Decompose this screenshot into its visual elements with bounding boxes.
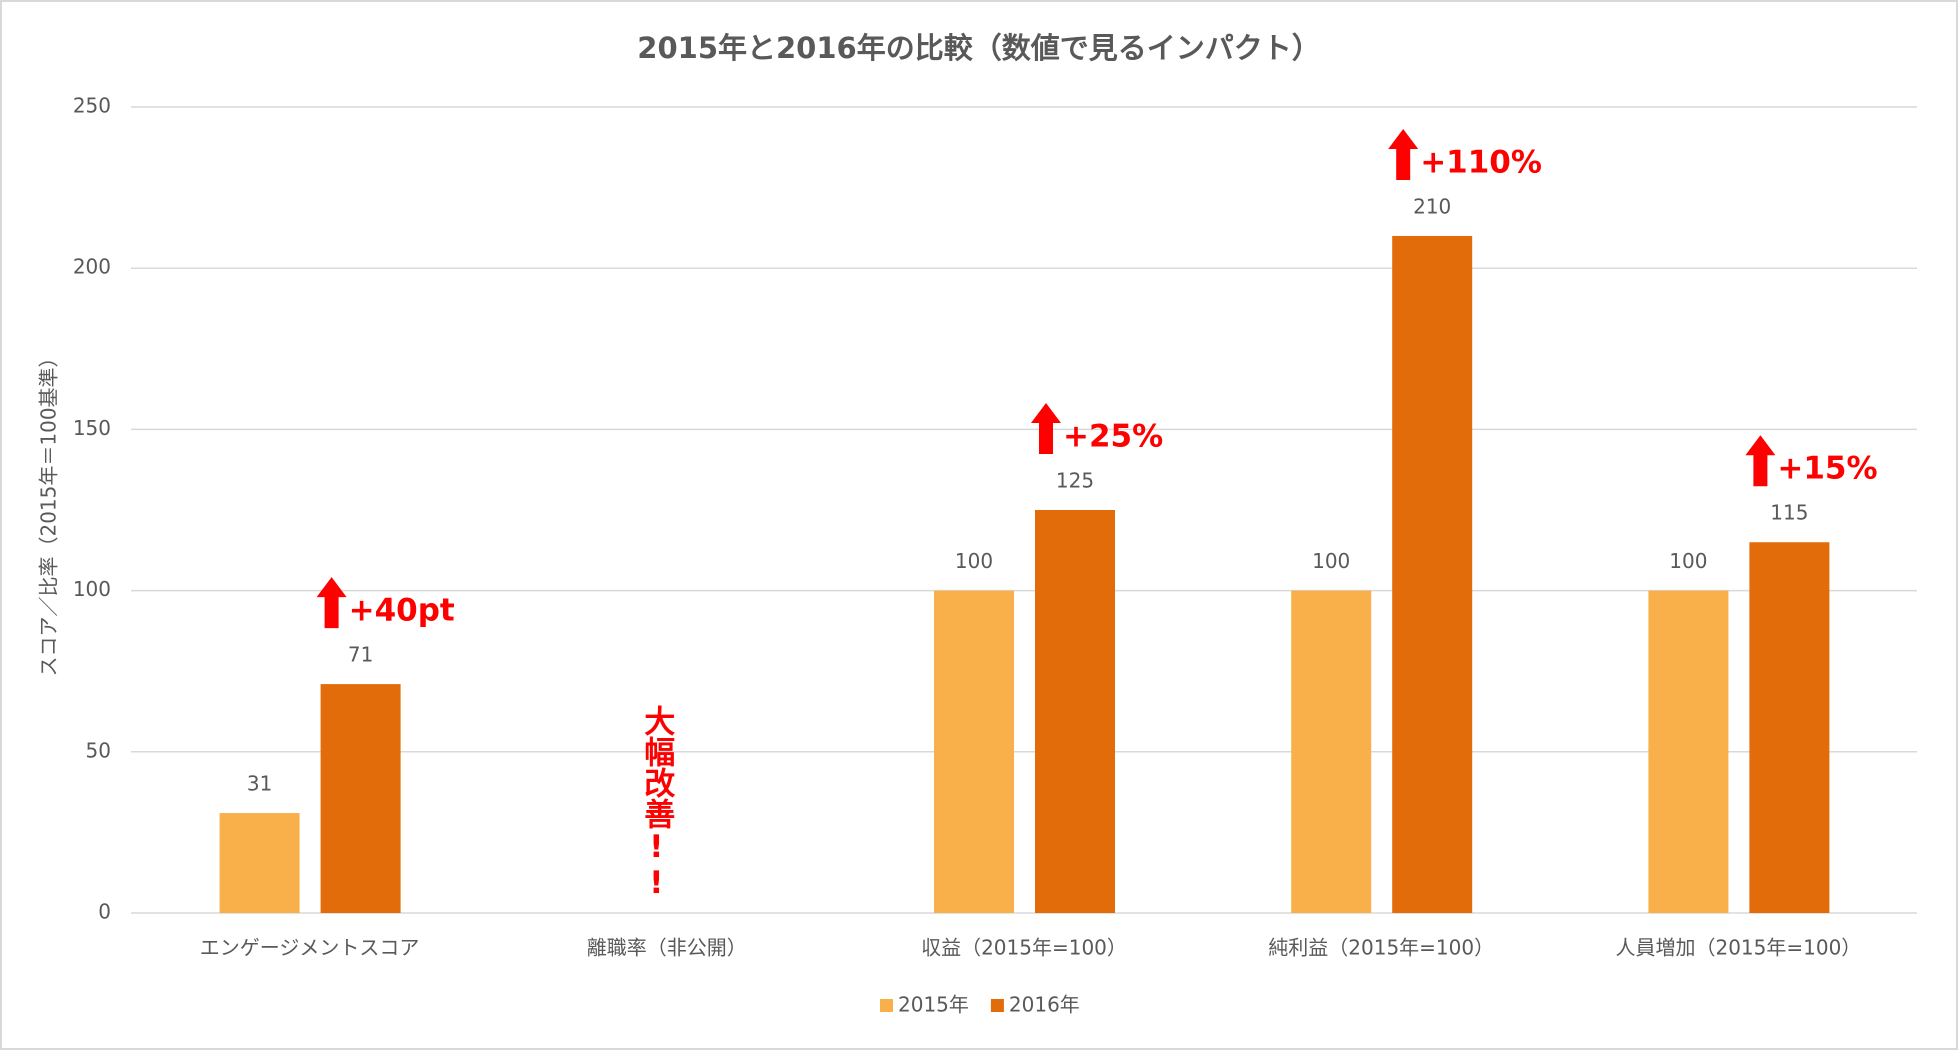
- bar: [1291, 590, 1372, 913]
- value-label: 31: [247, 772, 272, 796]
- bar: [320, 684, 401, 913]
- legend-label: 2015年: [898, 993, 969, 1017]
- legend-label: 2016年: [1009, 993, 1080, 1017]
- annotation: +25%: [1063, 419, 1163, 455]
- x-tick-label: 離職率（非公開）: [587, 936, 747, 960]
- annotation: +110%: [1420, 144, 1542, 180]
- bar: [1392, 235, 1473, 913]
- y-tick-label: 100: [73, 577, 111, 601]
- bar: [1035, 510, 1115, 913]
- y-tick-label: 0: [98, 900, 111, 924]
- y-tick-label: 150: [73, 416, 111, 440]
- value-label: 125: [1056, 469, 1094, 493]
- value-label: 71: [348, 643, 373, 667]
- y-tick-label: 200: [73, 255, 111, 279]
- annotation-arrow: [1745, 435, 1776, 487]
- value-label: 210: [1413, 194, 1451, 218]
- x-tick-label: エンゲージメントスコア: [200, 936, 420, 960]
- y-tick-label: 50: [86, 738, 111, 762]
- bar: [1648, 590, 1729, 913]
- annotation-arrow: [1031, 403, 1061, 454]
- value-label: 100: [1669, 549, 1707, 573]
- bar: [219, 813, 300, 913]
- value-label: 115: [1770, 501, 1808, 525]
- annotation-arrow: [1388, 128, 1419, 180]
- annotation-arrow: [316, 577, 347, 629]
- annotation: 大幅改善!!: [638, 705, 675, 901]
- y-tick-label: 250: [73, 94, 111, 118]
- bar: [934, 590, 1014, 913]
- legend-swatch: [990, 999, 1004, 1012]
- x-tick-label: 収益（2015年=100）: [921, 936, 1127, 960]
- x-tick-label: 純利益（2015年=100）: [1268, 936, 1494, 960]
- bar: [1749, 542, 1830, 913]
- legend-swatch: [880, 999, 893, 1012]
- chart-title: 2015年と2016年の比較（数値で見るインパクト）: [637, 31, 1320, 65]
- x-tick-label: 人員増加（2015年=100）: [1615, 936, 1861, 960]
- value-label: 100: [955, 549, 993, 573]
- annotation: +40pt: [349, 593, 455, 629]
- value-label: 100: [1312, 549, 1350, 573]
- annotation: +15%: [1777, 451, 1877, 487]
- y-axis-label: スコア／比率（2015年＝100基準）: [37, 347, 61, 676]
